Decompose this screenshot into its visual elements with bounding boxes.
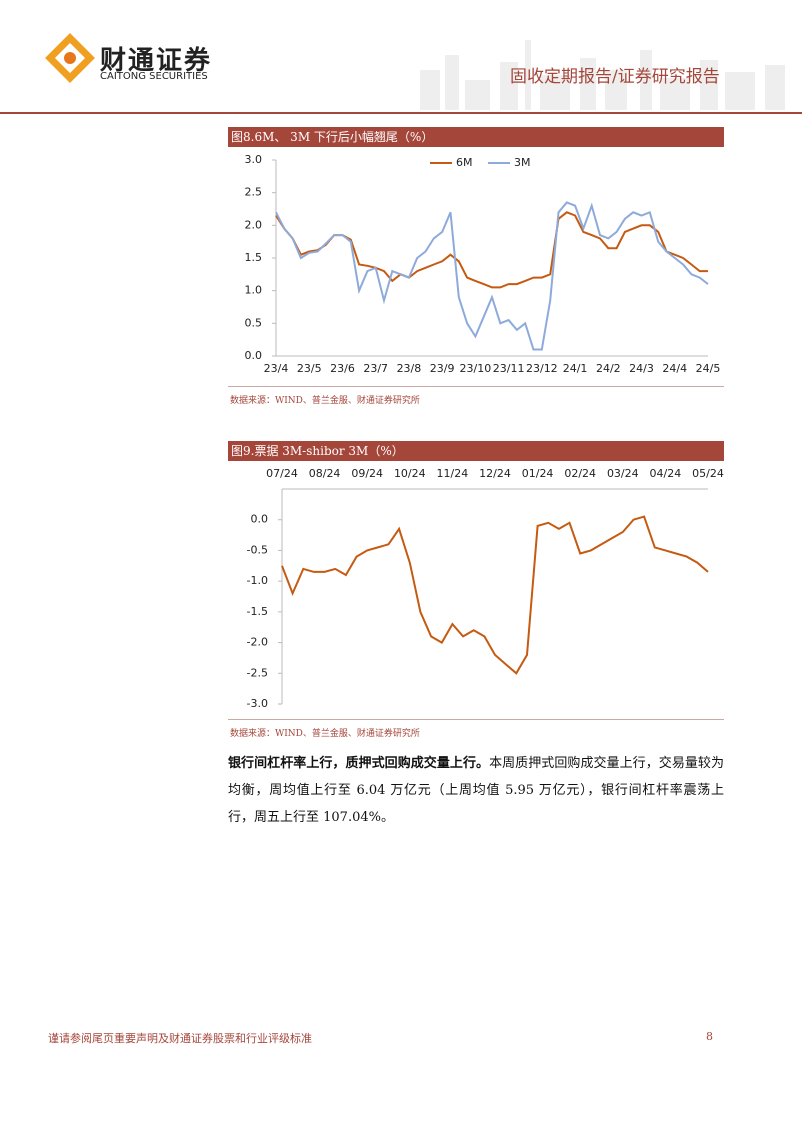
y-tick-label: 2.5 xyxy=(245,186,263,199)
series-line xyxy=(275,201,709,351)
x-tick-label: 23/8 xyxy=(397,362,422,375)
y-tick-label: 1.5 xyxy=(245,251,263,264)
x-tick-label: 23/10 xyxy=(460,362,492,375)
x-tick-label: 12/24 xyxy=(479,467,511,480)
series-line xyxy=(275,211,708,289)
x-tick-label: 23/9 xyxy=(430,362,455,375)
logo xyxy=(45,33,95,83)
x-tick-label: 05/24 xyxy=(692,467,724,480)
x-tick-label: 24/4 xyxy=(662,362,687,375)
y-tick-label: 0.0 xyxy=(245,349,263,362)
x-tick-label: 24/2 xyxy=(596,362,621,375)
paragraph-lead: 银行间杠杆率上行，质押式回购成交量上行。 xyxy=(228,756,490,771)
series-line xyxy=(281,515,709,675)
x-tick-label: 04/24 xyxy=(650,467,682,480)
y-tick-label: -1.5 xyxy=(247,605,268,618)
header-graphics xyxy=(0,33,802,114)
x-tick-label: 10/24 xyxy=(394,467,426,480)
figure-source: 数据来源：WIND、普兰金服、财通证券研究所 xyxy=(230,396,420,406)
legend-label: 6M xyxy=(456,156,473,169)
y-tick-label: 3.0 xyxy=(245,153,263,166)
rule xyxy=(228,719,724,720)
y-tick-label: 0.0 xyxy=(251,513,269,526)
legend-label: 3M xyxy=(514,156,531,169)
x-tick-label: 01/24 xyxy=(522,467,554,480)
report-type: 固收定期报告/证券研究报告 xyxy=(510,67,720,87)
paragraph: 银行间杠杆率上行，质押式回购成交量上行。本周质押式回购成交量上行，交易量较为均衡… xyxy=(228,750,724,831)
x-tick-label: 24/3 xyxy=(629,362,654,375)
x-tick-label: 24/5 xyxy=(696,362,721,375)
charts: 0.0 0.5 1.0 1.5 2.0 2.5 3.0 23/4 23/5 23/6 23/7 23/… xyxy=(245,153,724,710)
x-tick-label: 23/5 xyxy=(297,362,322,375)
figure-title: 图8.6M、 3M 下行后小幅翘尾（%） xyxy=(228,127,724,147)
disclaimer: 谨请参阅尾页重要声明及财通证券股票和行业评级标准 xyxy=(48,1032,312,1045)
figure-source: 数据来源：WIND、普兰金服、财通证券研究所 xyxy=(230,729,420,739)
x-tick-label: 23/7 xyxy=(363,362,388,375)
company-name-en: CAITONG SECURITIES xyxy=(100,71,208,82)
x-tick-label: 11/24 xyxy=(437,467,469,480)
y-tick-label: 0.5 xyxy=(245,316,263,329)
y-tick-label: -1.0 xyxy=(247,574,268,587)
x-tick-label: 09/24 xyxy=(351,467,383,480)
page-number: 8 xyxy=(706,1030,713,1043)
x-tick-label: 23/6 xyxy=(330,362,355,375)
x-tick-label: 23/12 xyxy=(526,362,558,375)
x-tick-label: 08/24 xyxy=(309,467,341,480)
company-name: 财通证券 xyxy=(100,46,213,76)
x-tick-label: 23/11 xyxy=(493,362,525,375)
x-tick-label: 02/24 xyxy=(564,467,596,480)
rule xyxy=(228,386,724,387)
y-tick-label: -0.5 xyxy=(247,543,268,556)
y-tick-label: -2.0 xyxy=(247,636,268,649)
figure-title: 图9.票据 3M-shibor 3M（%） xyxy=(228,441,724,461)
x-tick-label: 24/1 xyxy=(563,362,588,375)
paragraph-text: 本周质押式回购成交量上行，交易量较为均衡，周均值上行至 6.04 万亿元（上周均… xyxy=(228,756,724,825)
y-tick-label: -3.0 xyxy=(247,697,268,710)
y-tick-label: 1.0 xyxy=(245,284,263,297)
y-tick-label: 2.0 xyxy=(245,218,263,231)
x-tick-label: 03/24 xyxy=(607,467,639,480)
y-tick-label: -2.5 xyxy=(247,666,268,679)
x-tick-label: 07/24 xyxy=(266,467,298,480)
skyline xyxy=(420,40,785,110)
x-tick-label: 23/4 xyxy=(264,362,289,375)
